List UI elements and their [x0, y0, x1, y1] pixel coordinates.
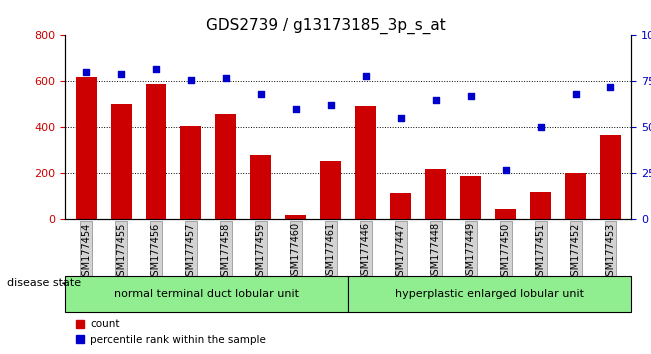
- Point: [290, 106, 301, 112]
- Point: [501, 167, 511, 173]
- Point: [116, 71, 126, 77]
- Bar: [146, 84, 167, 219]
- Legend: count, percentile rank within the sample: count, percentile rank within the sample: [70, 315, 270, 349]
- Bar: [215, 114, 236, 219]
- Point: [605, 84, 616, 90]
- Bar: [251, 155, 271, 219]
- Point: [396, 115, 406, 121]
- Bar: [565, 173, 586, 219]
- Bar: [355, 105, 376, 219]
- Bar: [320, 161, 341, 219]
- Bar: [390, 193, 411, 219]
- Point: [535, 125, 546, 130]
- Text: hyperplastic enlarged lobular unit: hyperplastic enlarged lobular unit: [395, 289, 585, 299]
- Point: [326, 103, 336, 108]
- Bar: [425, 169, 446, 219]
- Point: [221, 75, 231, 81]
- Bar: [495, 209, 516, 219]
- Point: [81, 69, 91, 75]
- Bar: [111, 104, 132, 219]
- Point: [430, 97, 441, 103]
- Bar: [460, 176, 481, 219]
- Point: [361, 73, 371, 79]
- Text: disease state: disease state: [7, 278, 81, 288]
- Point: [151, 66, 161, 72]
- Bar: [285, 215, 307, 219]
- Text: normal terminal duct lobular unit: normal terminal duct lobular unit: [114, 289, 299, 299]
- Point: [256, 91, 266, 97]
- Point: [570, 91, 581, 97]
- Point: [186, 77, 196, 82]
- Bar: [180, 126, 201, 219]
- Bar: [600, 136, 621, 219]
- Point: [465, 93, 476, 99]
- Text: GDS2739 / g13173185_3p_s_at: GDS2739 / g13173185_3p_s_at: [206, 18, 445, 34]
- Bar: [76, 77, 96, 219]
- Bar: [530, 192, 551, 219]
